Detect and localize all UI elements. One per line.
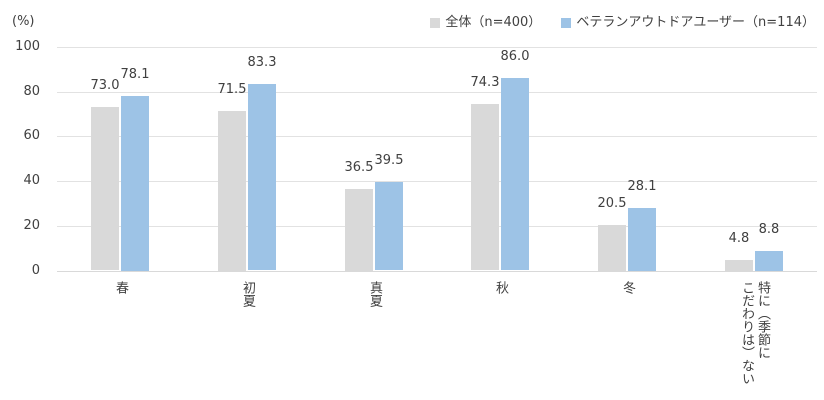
legend-label-total: 全体（n=400） <box>445 15 542 30</box>
x-axis-category-label: 冬 <box>620 281 635 294</box>
bar-value-label: 83.3 <box>247 55 277 70</box>
bar-value-label: 73.0 <box>90 78 120 93</box>
x-axis-category-label: 特に（季節に こだわりは）ない <box>739 281 770 385</box>
y-axis-unit-label: (%) <box>12 14 35 29</box>
legend-swatch-veteran-outdoor-user <box>561 18 572 28</box>
bar-series1-1 <box>121 96 149 271</box>
bar-series0-6 <box>725 260 753 271</box>
bar-series1-4 <box>501 78 529 270</box>
bar-series1-3 <box>375 182 403 270</box>
bar-value-label: 71.5 <box>217 82 247 97</box>
x-axis-line <box>57 271 817 272</box>
bar-value-label: 78.1 <box>120 67 150 82</box>
bar-series1-2 <box>248 84 276 270</box>
chart-legend: 全体（n=400） ベテランアウトドアユーザー（n=114） <box>430 15 815 31</box>
x-axis-category-label: 初夏 <box>240 281 255 307</box>
bar-value-label: 4.8 <box>728 231 750 246</box>
legend-label-veteran-outdoor-user: ベテランアウトドアユーザー（n=114） <box>576 15 815 30</box>
gridline <box>57 47 817 48</box>
y-axis-tick-label: 40 <box>23 173 40 188</box>
bar-value-label: 36.5 <box>344 160 374 175</box>
y-axis-tick-label: 60 <box>23 128 40 143</box>
gridline <box>57 181 817 182</box>
bar-series0-3 <box>345 189 373 271</box>
bar-series0-1 <box>91 107 119 270</box>
bar-series1-5 <box>628 208 656 271</box>
x-axis-category-label: 秋 <box>493 281 508 294</box>
y-axis-tick-label: 80 <box>23 84 40 99</box>
y-axis-tick-label: 100 <box>15 39 40 54</box>
bar-series1-6 <box>755 251 783 271</box>
bar-value-label: 39.5 <box>374 153 404 168</box>
legend-item-total: 全体（n=400） <box>430 15 541 31</box>
bar-series0-4 <box>471 104 499 270</box>
bar-value-label: 74.3 <box>470 75 500 90</box>
bar-series0-5 <box>598 225 626 271</box>
legend-item-veteran-outdoor-user: ベテランアウトドアユーザー（n=114） <box>561 15 815 31</box>
bar-series0-2 <box>218 111 246 271</box>
bar-value-label: 20.5 <box>597 196 627 211</box>
bar-value-label: 28.1 <box>627 179 657 194</box>
gridline <box>57 226 817 227</box>
y-axis-tick-label: 20 <box>23 218 40 233</box>
bar-value-label: 8.8 <box>758 222 780 237</box>
gridline <box>57 92 817 93</box>
x-axis-category-label: 真夏 <box>367 281 382 307</box>
gridline <box>57 136 817 137</box>
legend-swatch-total <box>430 18 441 28</box>
y-axis-tick-label: 0 <box>31 263 40 278</box>
x-axis-category-label: 春 <box>113 281 128 294</box>
bar-value-label: 86.0 <box>500 49 530 64</box>
